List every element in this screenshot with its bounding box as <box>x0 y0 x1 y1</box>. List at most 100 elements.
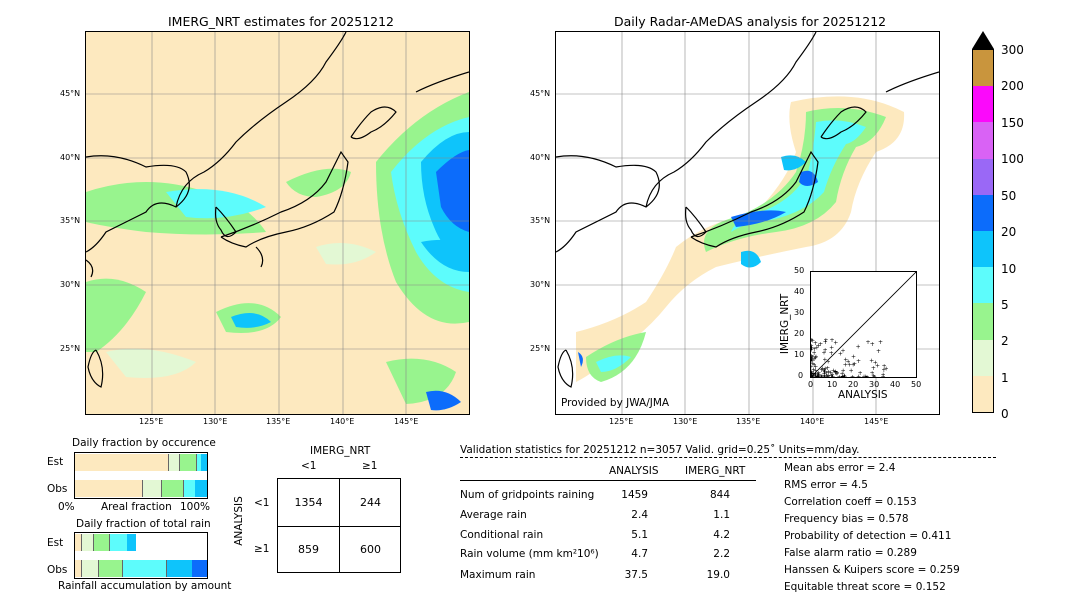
scatter-point: + <box>856 358 861 365</box>
score-line: Frequency bias = 0.578 <box>784 513 909 525</box>
scatter-point: + <box>820 366 825 373</box>
scatter-point: + <box>833 368 838 375</box>
colorbar-label: 1 <box>1001 371 1009 385</box>
scatter-point: + <box>872 374 877 377</box>
colorbar-segment <box>973 49 993 87</box>
data-credit: Provided by JWA/JMA <box>561 397 670 409</box>
right-lat-label: 25°N <box>530 344 551 353</box>
left-lat-label: 35°N <box>60 216 81 225</box>
left-lat-label: 45°N <box>60 89 81 98</box>
ct-cell-c: 859 <box>298 543 319 556</box>
total-rain-obs-label: Obs <box>47 564 68 576</box>
scatter-point: + <box>823 337 828 344</box>
validation-row-imerg: 2.2 <box>713 548 730 560</box>
scatter-point: + <box>821 368 826 375</box>
total-rain-obs-bar <box>75 560 207 577</box>
contingency-table: 1354 244 859 600 <box>277 478 401 573</box>
scatter-point: + <box>822 367 827 374</box>
scatter-point: + <box>884 365 889 372</box>
occurrence-obs-bar <box>75 480 208 497</box>
scatter-point: + <box>858 370 863 377</box>
scatter-point: + <box>841 367 846 374</box>
colorbar <box>972 49 994 413</box>
ct-col-ge: ≥1 <box>362 460 378 472</box>
scatter-y-label: IMERG_NRT <box>779 293 792 355</box>
scatter-point: + <box>811 338 815 345</box>
occurrence-chart <box>74 452 208 499</box>
score-line: Probability of detection = 0.411 <box>784 530 952 542</box>
validation-row-analysis: 37.5 <box>624 569 648 581</box>
scatter-point: + <box>818 341 823 348</box>
scatter-point: + <box>811 371 814 377</box>
occurrence-est-label: Est <box>47 456 64 468</box>
scatter-point: + <box>816 372 821 378</box>
scatter-point: + <box>811 373 815 377</box>
right-coastlines <box>556 32 939 388</box>
left-lon-label: 140°E <box>330 417 355 426</box>
scatter-point: + <box>815 371 820 377</box>
scatter-point: + <box>881 367 886 374</box>
scatter-point: + <box>813 373 818 377</box>
occurrence-obs-label: Obs <box>47 483 68 495</box>
validation-header: Validation statistics for 20251212 n=305… <box>460 444 860 456</box>
scatter-point: + <box>865 339 870 346</box>
scatter-x-tick: 0 <box>808 380 814 389</box>
scatter-point: + <box>873 360 878 367</box>
scatter-point: + <box>811 370 816 377</box>
scatter-point: + <box>852 361 857 368</box>
scatter-point: + <box>819 367 824 374</box>
scatter-point: + <box>871 373 876 377</box>
scatter-point: + <box>870 341 875 348</box>
scatter-point: + <box>829 350 834 357</box>
scatter-point: + <box>811 370 814 377</box>
validation-col-rule <box>460 480 756 481</box>
scatter-point: + <box>823 339 828 346</box>
scatter-point: + <box>829 345 834 352</box>
scatter-point: + <box>840 347 845 354</box>
scatter-point: + <box>811 355 814 362</box>
validation-col-imerg: IMERG_NRT <box>685 465 746 477</box>
scatter-points: +++++++++++++++ ++++++ +++++++++++++++++++… <box>808 337 889 381</box>
score-line: Mean abs error = 2.4 <box>784 462 896 474</box>
scatter-point: + <box>830 372 835 377</box>
colorbar-label: 150 <box>1001 116 1024 130</box>
scatter-y-tick: 10 <box>794 350 805 359</box>
left-map-canvas <box>86 32 469 414</box>
colorbar-segment <box>973 86 993 123</box>
scatter-point: + <box>823 347 828 354</box>
scatter-point: + <box>812 350 817 357</box>
left-lat-label: 30°N <box>60 280 81 289</box>
validation-row-analysis: 1459 <box>621 489 648 501</box>
scatter-point: + <box>813 371 818 377</box>
ct-col-lt: <1 <box>301 460 317 472</box>
right-lon-label: 125°E <box>609 417 634 426</box>
scatter-canvas: +++++++++++++++ ++++++ +++++++++++++++++++… <box>808 271 917 381</box>
scatter-point: + <box>819 373 824 377</box>
left-precip-fields <box>86 92 469 411</box>
colorbar-label: 20 <box>1001 225 1017 239</box>
right-map-title: Daily Radar-AMeDAS analysis for 20251212 <box>614 14 887 29</box>
colorbar-segment <box>973 194 993 231</box>
scatter-point: + <box>811 347 814 354</box>
colorbar-label: 5 <box>1001 298 1009 312</box>
validation-row-analysis: 2.4 <box>631 509 648 521</box>
scatter-point: + <box>812 356 817 363</box>
occurrence-title: Daily fraction by occurence <box>72 437 216 449</box>
validation-row-imerg: 844 <box>709 489 730 501</box>
left-graticule <box>86 32 469 414</box>
score-line: False alarm ratio = 0.289 <box>784 547 917 559</box>
scatter-point: + <box>869 357 874 364</box>
left-lon-label: 130°E <box>203 417 228 426</box>
occurrence-axis-mid: Areal fraction <box>101 501 172 513</box>
ct-row-ge: ≥1 <box>254 543 270 555</box>
scatter-x-tick: 50 <box>911 380 922 389</box>
scatter-point: + <box>842 372 847 377</box>
scatter-plot: + + + + + + + + + + + + + + + + + + + + + + + + + + + + + + + + + + + + + + + +… <box>808 271 917 381</box>
scatter-point: + <box>840 370 845 377</box>
scatter-point: + <box>811 343 814 350</box>
total-rain-est-bar <box>75 534 136 551</box>
left-coastlines <box>86 32 469 388</box>
scatter-point: + <box>851 362 856 369</box>
occurrence-est-bar <box>75 454 207 471</box>
right-lon-label: 145°E <box>864 417 889 426</box>
